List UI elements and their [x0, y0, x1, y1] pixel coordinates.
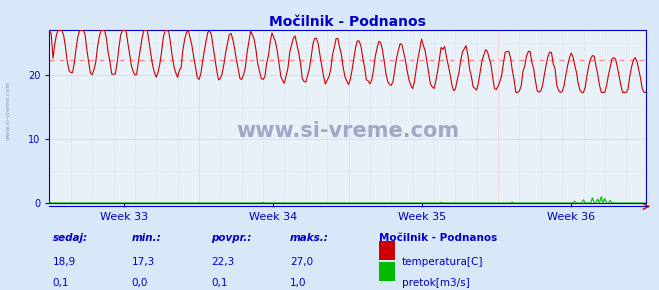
Text: www.si-vreme.com: www.si-vreme.com: [236, 121, 459, 141]
Text: temperatura[C]: temperatura[C]: [402, 257, 484, 267]
Title: Močilnik - Podnanos: Močilnik - Podnanos: [269, 15, 426, 29]
Text: www.si-vreme.com: www.si-vreme.com: [6, 80, 11, 140]
Text: Močilnik - Podnanos: Močilnik - Podnanos: [379, 233, 497, 243]
Text: 27,0: 27,0: [290, 257, 313, 267]
Text: 17,3: 17,3: [132, 257, 155, 267]
Text: 22,3: 22,3: [211, 257, 234, 267]
Text: povpr.:: povpr.:: [211, 233, 251, 243]
Text: min.:: min.:: [132, 233, 161, 243]
Text: pretok[m3/s]: pretok[m3/s]: [402, 278, 470, 288]
Text: 0,1: 0,1: [53, 278, 69, 288]
Text: 1,0: 1,0: [290, 278, 306, 288]
Text: 0,0: 0,0: [132, 278, 148, 288]
Text: sedaj:: sedaj:: [53, 233, 88, 243]
Text: maks.:: maks.:: [290, 233, 329, 243]
Text: 18,9: 18,9: [53, 257, 76, 267]
Text: 0,1: 0,1: [211, 278, 227, 288]
